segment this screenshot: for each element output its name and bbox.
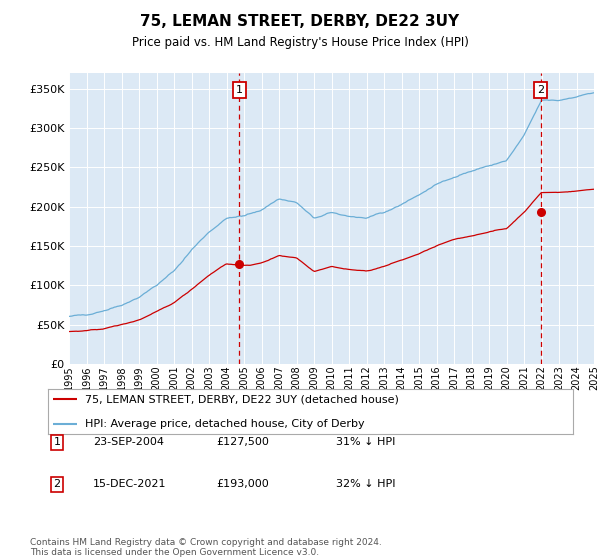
Text: £127,500: £127,500 (216, 437, 269, 447)
Text: 1: 1 (236, 85, 243, 95)
Text: 2: 2 (537, 85, 544, 95)
Text: Price paid vs. HM Land Registry's House Price Index (HPI): Price paid vs. HM Land Registry's House … (131, 36, 469, 49)
Text: 31% ↓ HPI: 31% ↓ HPI (336, 437, 395, 447)
Text: 32% ↓ HPI: 32% ↓ HPI (336, 479, 395, 489)
Text: 1: 1 (53, 437, 61, 447)
Text: HPI: Average price, detached house, City of Derby: HPI: Average price, detached house, City… (85, 419, 364, 429)
Text: 2: 2 (53, 479, 61, 489)
Text: Contains HM Land Registry data © Crown copyright and database right 2024.
This d: Contains HM Land Registry data © Crown c… (30, 538, 382, 557)
Text: 15-DEC-2021: 15-DEC-2021 (93, 479, 167, 489)
Text: 75, LEMAN STREET, DERBY, DE22 3UY (detached house): 75, LEMAN STREET, DERBY, DE22 3UY (detac… (85, 394, 398, 404)
Text: 75, LEMAN STREET, DERBY, DE22 3UY: 75, LEMAN STREET, DERBY, DE22 3UY (140, 14, 460, 29)
Text: £193,000: £193,000 (216, 479, 269, 489)
Text: 23-SEP-2004: 23-SEP-2004 (93, 437, 164, 447)
